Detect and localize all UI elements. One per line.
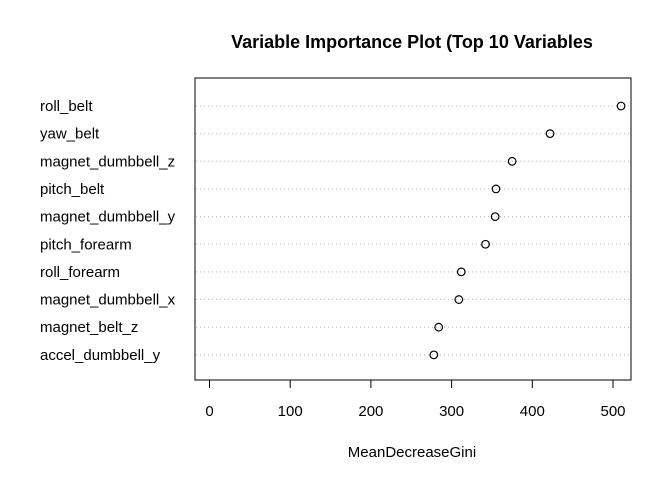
x-tick-label: 100 <box>278 403 303 420</box>
plot-frame <box>194 77 632 381</box>
variable-labels: roll_belt yaw_belt magnet_dumbbell_z pitch_… <box>40 98 176 364</box>
data-point <box>545 129 555 139</box>
data-points <box>429 101 626 360</box>
x-axis-label: MeanDecreaseGini <box>348 444 476 461</box>
variable-label: magnet_dumbbell_y <box>40 209 176 226</box>
variable-label: pitch_belt <box>40 181 105 198</box>
chart-title: Variable Importance Plot (Top 10 Variabl… <box>231 32 593 52</box>
variable-label: yaw_belt <box>40 126 100 143</box>
x-tick-label: 500 <box>600 403 625 420</box>
data-point <box>429 350 439 360</box>
variable-label: roll_belt <box>40 98 93 115</box>
data-point <box>481 239 490 249</box>
guide-lines <box>196 105 630 356</box>
x-tick-label: 0 <box>205 403 213 420</box>
data-point <box>454 295 464 304</box>
variable-label: accel_dumbbell_y <box>40 347 161 364</box>
data-point <box>491 184 501 194</box>
data-point <box>507 156 517 166</box>
x-axis: 0 100 200 300 400 500 <box>205 379 626 420</box>
x-tick-label: 400 <box>520 403 545 420</box>
variable-label: magnet_belt_z <box>40 319 138 336</box>
data-point <box>456 267 466 277</box>
x-tick-label: 300 <box>439 403 464 420</box>
data-point <box>434 322 444 332</box>
x-tick-label: 200 <box>358 403 383 420</box>
variable-label: pitch_forearm <box>40 236 132 253</box>
variable-label: magnet_dumbbell_z <box>40 153 175 170</box>
variable-label: roll_forearm <box>40 264 120 281</box>
data-point <box>490 212 500 222</box>
data-point <box>616 101 626 111</box>
variable-label: magnet_dumbbell_x <box>40 292 176 309</box>
